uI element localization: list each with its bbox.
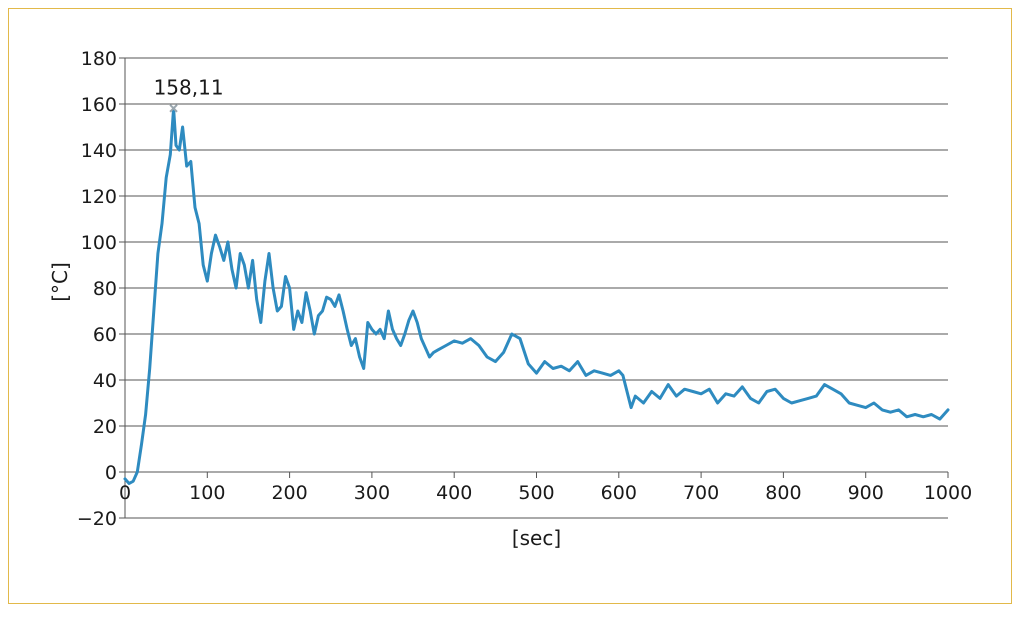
y-tick-label: 60	[93, 324, 117, 346]
x-tick-label: 400	[436, 482, 472, 504]
x-tick-label: 800	[765, 482, 801, 504]
y-tick-label: −20	[77, 508, 117, 530]
y-tick-labels: −20 0 20 40 60 80 100 120 140 160 180	[77, 48, 117, 530]
y-tick-label: 180	[81, 48, 117, 70]
x-tick-label: 900	[848, 482, 884, 504]
peak-marker	[169, 104, 178, 113]
x-tick-label: 200	[271, 482, 307, 504]
x-axis-title: [sec]	[512, 526, 561, 550]
x-tick-label: 300	[354, 482, 390, 504]
x-tick-labels: 0 100 200 300 400 500 600 700 800 900 1000	[119, 482, 972, 504]
x-tick-label: 700	[683, 482, 719, 504]
x-tick-label: 100	[189, 482, 225, 504]
y-tick-label: 120	[81, 186, 117, 208]
axes	[119, 57, 949, 519]
series-layer	[123, 106, 950, 485]
y-tick-label: 100	[81, 232, 117, 254]
y-axis-title: [°C]	[48, 262, 72, 302]
x-tick-label: 0	[119, 482, 131, 504]
y-tick-label: 20	[93, 416, 117, 438]
x-tick-label: 1000	[924, 482, 972, 504]
y-tick-label: 80	[93, 278, 117, 300]
series-line	[123, 106, 950, 485]
y-tick-label: 140	[81, 140, 117, 162]
x-tick-label: 600	[601, 482, 637, 504]
y-tick-label: 40	[93, 370, 117, 392]
x-tick-label: 500	[518, 482, 554, 504]
annotations: 158,11	[154, 75, 224, 113]
y-tick-label: 0	[105, 462, 117, 484]
y-tick-label: 160	[81, 94, 117, 116]
peak-label: 158,11	[154, 75, 224, 99]
